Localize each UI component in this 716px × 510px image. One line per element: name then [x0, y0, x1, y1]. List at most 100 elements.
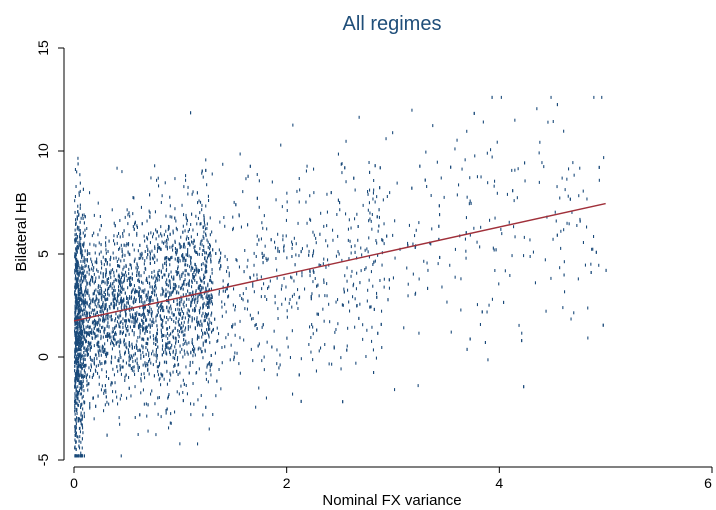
data-point [149, 261, 151, 265]
data-point [414, 234, 416, 238]
data-point [83, 389, 85, 393]
data-point [458, 183, 460, 187]
data-point [309, 217, 311, 221]
data-point [104, 288, 106, 292]
data-point [207, 294, 209, 298]
data-point [87, 382, 89, 386]
data-point [177, 363, 179, 367]
data-point [126, 396, 128, 400]
data-point [172, 286, 174, 290]
data-point [75, 346, 77, 350]
data-point [100, 287, 102, 290]
data-point [161, 275, 163, 279]
data-point [201, 253, 203, 256]
data-point [153, 374, 155, 378]
data-point [136, 274, 138, 277]
data-point [183, 305, 185, 309]
data-point [78, 191, 80, 195]
data-point [195, 268, 197, 272]
data-point [74, 399, 76, 403]
data-point [194, 307, 196, 310]
data-point [88, 331, 90, 334]
data-point [210, 313, 212, 317]
data-point [103, 318, 105, 322]
data-point [79, 316, 81, 320]
data-point [100, 271, 102, 275]
data-point [550, 95, 552, 99]
data-point [315, 241, 317, 245]
data-point [162, 309, 164, 313]
data-point [176, 273, 178, 277]
data-point [103, 409, 105, 413]
data-point [412, 272, 414, 276]
data-point [119, 219, 121, 222]
data-point [199, 276, 201, 280]
data-point [110, 318, 112, 322]
data-point [105, 317, 107, 321]
data-point [97, 233, 99, 237]
data-point [133, 284, 135, 288]
data-point [77, 261, 79, 265]
data-point [102, 255, 104, 259]
data-point [79, 181, 81, 185]
data-point [263, 355, 265, 359]
data-point [76, 416, 78, 420]
data-point [128, 252, 130, 256]
data-point [85, 301, 87, 305]
data-point [360, 246, 362, 250]
data-point [277, 307, 279, 311]
data-point [278, 366, 280, 370]
data-point [214, 317, 216, 321]
data-point [132, 212, 134, 216]
data-point [83, 269, 85, 273]
data-point [195, 273, 197, 277]
data-point [91, 234, 93, 238]
data-point [76, 374, 78, 378]
data-point [161, 347, 163, 351]
data-point [127, 348, 129, 352]
data-point [177, 256, 179, 260]
data-point [341, 171, 343, 175]
data-point [175, 351, 177, 355]
data-point [466, 347, 468, 351]
data-point [100, 310, 102, 313]
data-point [418, 277, 420, 281]
data-point [169, 352, 171, 356]
data-point [146, 256, 148, 260]
data-point [80, 374, 82, 377]
data-point [129, 364, 131, 368]
data-point [167, 396, 169, 400]
data-point [77, 340, 79, 344]
data-point [122, 359, 124, 363]
data-point [165, 292, 167, 296]
data-point [108, 334, 110, 338]
data-point [75, 222, 77, 226]
data-point [101, 368, 103, 372]
data-point [102, 335, 104, 339]
data-point [74, 228, 76, 232]
data-point [174, 345, 176, 349]
data-point [232, 215, 234, 219]
data-point [175, 341, 177, 345]
data-point [82, 300, 84, 304]
data-point [142, 363, 144, 367]
data-point [256, 273, 258, 277]
data-point [97, 270, 99, 273]
data-point [103, 320, 105, 324]
data-point [238, 362, 240, 366]
data-point [494, 269, 496, 272]
data-point [78, 354, 80, 358]
data-point [101, 326, 103, 330]
data-point [298, 200, 300, 204]
data-point [118, 288, 120, 292]
data-point [196, 371, 198, 374]
data-point [183, 242, 185, 246]
data-point [172, 231, 174, 235]
data-point [188, 309, 190, 313]
data-point [180, 245, 182, 249]
data-point [320, 211, 322, 215]
data-point [204, 227, 206, 231]
data-point [121, 250, 123, 253]
data-point [123, 278, 125, 282]
